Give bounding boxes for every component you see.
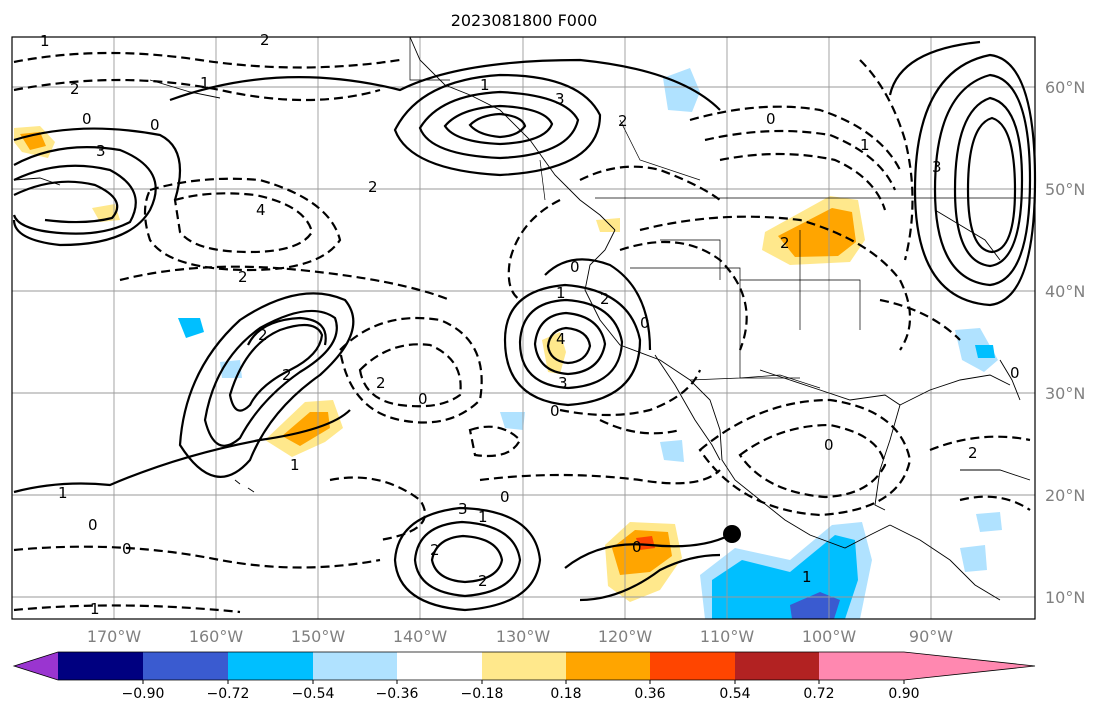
contour-label: 2 xyxy=(600,290,610,308)
contour-label: 1 xyxy=(290,456,300,474)
colorbar-segment xyxy=(228,652,313,680)
contour-label: 2 xyxy=(618,112,628,130)
lat-label: 20°N xyxy=(1045,486,1085,505)
contour-label: 2 xyxy=(282,366,292,384)
lon-label: 160°W xyxy=(189,627,244,646)
contour-label: 2 xyxy=(430,541,440,559)
contour-label: 0 xyxy=(550,402,560,420)
contour-label: 1 xyxy=(40,32,50,50)
contour-label: 0 xyxy=(88,516,98,534)
contour-label: 1 xyxy=(860,136,870,154)
lon-label: 120°W xyxy=(598,627,653,646)
colorbar-outline xyxy=(12,651,1036,681)
colorbar: −0.90 −0.72 −0.54 −0.36 −0.18 0.18 0.36 … xyxy=(12,651,1036,702)
colorbar-label: 0.54 xyxy=(719,686,750,702)
colorbar-segment xyxy=(58,652,143,680)
colorbar-label: −0.18 xyxy=(461,686,504,702)
colorbar-label: 0.90 xyxy=(888,686,919,702)
lon-label: 130°W xyxy=(496,627,551,646)
contour-label: 2 xyxy=(70,80,80,98)
contour-label: 3 xyxy=(555,90,565,108)
lat-label: 60°N xyxy=(1045,78,1085,97)
contour-label: 3 xyxy=(932,158,942,176)
contour-label: 2 xyxy=(258,326,268,344)
map-title: 2023081800 F000 xyxy=(451,11,598,30)
colorbar-label: 0.18 xyxy=(550,686,581,702)
lon-label: 150°W xyxy=(291,627,346,646)
contour-label: 2 xyxy=(368,178,378,196)
colorbar-segment xyxy=(650,652,735,680)
contour-label: 0 xyxy=(418,390,428,408)
lat-label: 50°N xyxy=(1045,180,1085,199)
colorbar-label: 0.36 xyxy=(634,686,665,702)
colorbar-lower-extend xyxy=(14,652,58,680)
contour-label: 0 xyxy=(640,314,650,332)
contour-label: 0 xyxy=(150,116,160,134)
contour-label: 3 xyxy=(458,500,468,518)
contour-label: 0 xyxy=(632,538,642,556)
contour-label: 2 xyxy=(780,234,790,252)
lon-label: 170°W xyxy=(87,627,142,646)
colorbar-upper-extend xyxy=(904,652,1035,680)
colorbar-segment xyxy=(566,652,650,680)
storm-center-marker xyxy=(723,525,741,543)
lon-label: 140°W xyxy=(393,627,448,646)
map-frame xyxy=(11,36,1036,620)
colorbar-label: 0.72 xyxy=(803,686,834,702)
lat-label: 10°N xyxy=(1045,588,1085,607)
contour-label: 4 xyxy=(256,201,266,219)
longitude-labels: 170°W 160°W 150°W 140°W 130°W 120°W 110°… xyxy=(87,627,953,646)
contour-label: 2 xyxy=(478,572,488,590)
contour-label: 2 xyxy=(260,31,270,49)
lon-label: 110°W xyxy=(700,627,755,646)
contour-label: 0 xyxy=(82,110,92,128)
graticule xyxy=(12,37,1035,619)
contour-label: 1 xyxy=(90,600,100,618)
solid-contours xyxy=(12,40,1037,612)
contour-label: 0 xyxy=(766,110,776,128)
colorbar-label: −0.72 xyxy=(207,686,250,702)
lon-label: 100°W xyxy=(802,627,857,646)
dashed-contours xyxy=(13,51,1031,614)
map-panel: 1 2 0 3 4 1 0 2 3 1 2 0 2 3 0 2 2 1 2 4 … xyxy=(11,31,1037,620)
colorbar-segment xyxy=(397,652,482,680)
contour-label: 0 xyxy=(1010,364,1020,382)
contour-label: 3 xyxy=(558,374,568,392)
latitude-labels: 60°N 50°N 40°N 30°N 20°N 10°N xyxy=(1045,78,1085,607)
contour-label: 2 xyxy=(238,268,248,286)
contour-label: 1 xyxy=(200,74,210,92)
contour-label: 2 xyxy=(968,444,978,462)
lat-label: 40°N xyxy=(1045,282,1085,301)
contour-label: 3 xyxy=(96,142,106,160)
contour-labels: 1 2 0 3 4 1 0 2 3 1 2 0 2 3 0 2 2 1 2 4 … xyxy=(40,31,1020,618)
contour-label: 1 xyxy=(802,568,812,586)
colorbar-segment xyxy=(482,652,566,680)
contour-label: 0 xyxy=(122,540,132,558)
contour-label: 1 xyxy=(478,508,488,526)
contour-label: 0 xyxy=(500,488,510,506)
lat-label: 30°N xyxy=(1045,384,1085,403)
contour-label: 1 xyxy=(556,284,566,302)
political-borders xyxy=(409,37,1035,389)
coastlines xyxy=(13,36,1031,601)
colorbar-segment xyxy=(143,652,228,680)
contour-label: 1 xyxy=(58,484,68,502)
contour-label: 1 xyxy=(480,76,490,94)
contour-label: 4 xyxy=(556,330,566,348)
colorbar-label: −0.90 xyxy=(122,686,165,702)
colorbar-segment xyxy=(735,652,819,680)
colorbar-label: −0.36 xyxy=(376,686,419,702)
contour-label: 0 xyxy=(824,436,834,454)
contour-label: 0 xyxy=(570,258,580,276)
colorbar-segment xyxy=(819,652,904,680)
lon-label: 90°W xyxy=(909,627,953,646)
contour-label: 2 xyxy=(376,374,386,392)
colorbar-label: −0.54 xyxy=(292,686,335,702)
colorbar-segment xyxy=(313,652,397,680)
